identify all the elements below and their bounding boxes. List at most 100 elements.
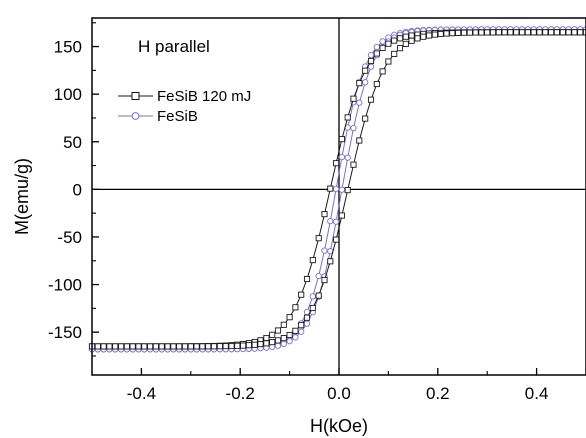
y-tick-label: 50	[63, 133, 82, 152]
legend-label: FeSiB 120 mJ	[157, 88, 251, 105]
data-point	[409, 38, 414, 43]
data-point	[444, 31, 449, 36]
y-tick-label: 0	[73, 180, 82, 199]
data-point	[351, 162, 356, 167]
data-point	[264, 335, 269, 340]
data-point	[206, 344, 211, 349]
data-point	[142, 344, 147, 349]
data-point	[403, 34, 408, 39]
data-point	[490, 30, 495, 35]
data-point	[456, 30, 461, 35]
data-point	[409, 33, 414, 38]
data-point	[461, 30, 466, 35]
data-point	[386, 59, 391, 64]
data-point	[554, 30, 559, 35]
data-point	[165, 344, 170, 349]
y-tick-label: -100	[48, 276, 82, 295]
data-point	[572, 30, 577, 35]
data-point	[217, 344, 222, 349]
data-point	[415, 36, 420, 41]
data-point	[339, 187, 344, 192]
data-point	[275, 343, 280, 348]
data-point	[403, 41, 408, 46]
data-point	[211, 344, 216, 349]
data-point	[328, 186, 333, 191]
data-point	[293, 305, 298, 310]
data-point	[508, 30, 513, 35]
data-point	[270, 332, 275, 337]
data-point	[281, 341, 286, 346]
data-point	[339, 154, 344, 159]
data-point	[345, 115, 350, 120]
x-tick-label: 0.2	[426, 384, 450, 403]
data-point	[316, 236, 321, 241]
data-point	[299, 329, 304, 334]
data-point	[113, 344, 118, 349]
data-point	[275, 328, 280, 333]
y-tick-label: 150	[54, 38, 82, 57]
data-point	[351, 125, 356, 130]
data-point	[467, 30, 472, 35]
data-point	[450, 31, 455, 36]
data-point	[357, 138, 362, 143]
y-tick-label: 100	[54, 85, 82, 104]
data-point	[432, 32, 437, 37]
data-point	[235, 343, 240, 348]
data-point	[293, 328, 298, 333]
data-point	[287, 332, 292, 337]
data-point	[333, 186, 338, 191]
data-point	[95, 344, 100, 349]
data-point	[380, 45, 385, 50]
data-point	[322, 212, 327, 217]
data-point	[496, 30, 501, 35]
x-axis-label: H(kOe)	[310, 416, 368, 436]
data-point	[310, 258, 315, 263]
data-point	[386, 41, 391, 46]
legend-marker	[132, 113, 139, 120]
data-point	[363, 116, 368, 121]
data-point	[107, 344, 112, 349]
x-tick-label: -0.2	[226, 384, 255, 403]
data-point	[252, 342, 257, 347]
data-point	[357, 100, 362, 105]
data-point	[578, 30, 583, 35]
legend-marker	[132, 93, 139, 100]
data-point	[380, 69, 385, 74]
data-point	[148, 344, 153, 349]
data-point	[119, 344, 124, 349]
data-point	[397, 36, 402, 41]
data-point	[246, 343, 251, 348]
data-point	[171, 344, 176, 349]
data-point	[136, 344, 141, 349]
data-point	[374, 51, 379, 56]
data-point	[368, 58, 373, 63]
data-point	[368, 97, 373, 102]
data-point	[549, 30, 554, 35]
data-point	[270, 340, 275, 345]
data-point	[543, 30, 548, 35]
data-point	[380, 39, 385, 44]
data-point	[101, 344, 106, 349]
data-point	[287, 315, 292, 320]
data-point	[304, 315, 309, 320]
data-point	[374, 81, 379, 86]
x-tick-label: -0.4	[127, 384, 156, 403]
data-point	[182, 344, 187, 349]
data-point	[328, 218, 333, 223]
data-point	[363, 80, 368, 85]
data-point	[339, 213, 344, 218]
data-point	[520, 30, 525, 35]
data-point	[351, 96, 356, 101]
data-point	[159, 344, 164, 349]
data-point	[345, 155, 350, 160]
data-point	[200, 344, 205, 349]
y-tick-label: -50	[57, 228, 82, 247]
data-point	[194, 344, 199, 349]
data-point	[345, 188, 350, 193]
data-point	[229, 343, 234, 348]
data-point	[339, 137, 344, 142]
data-point	[153, 344, 158, 349]
data-point	[177, 344, 182, 349]
